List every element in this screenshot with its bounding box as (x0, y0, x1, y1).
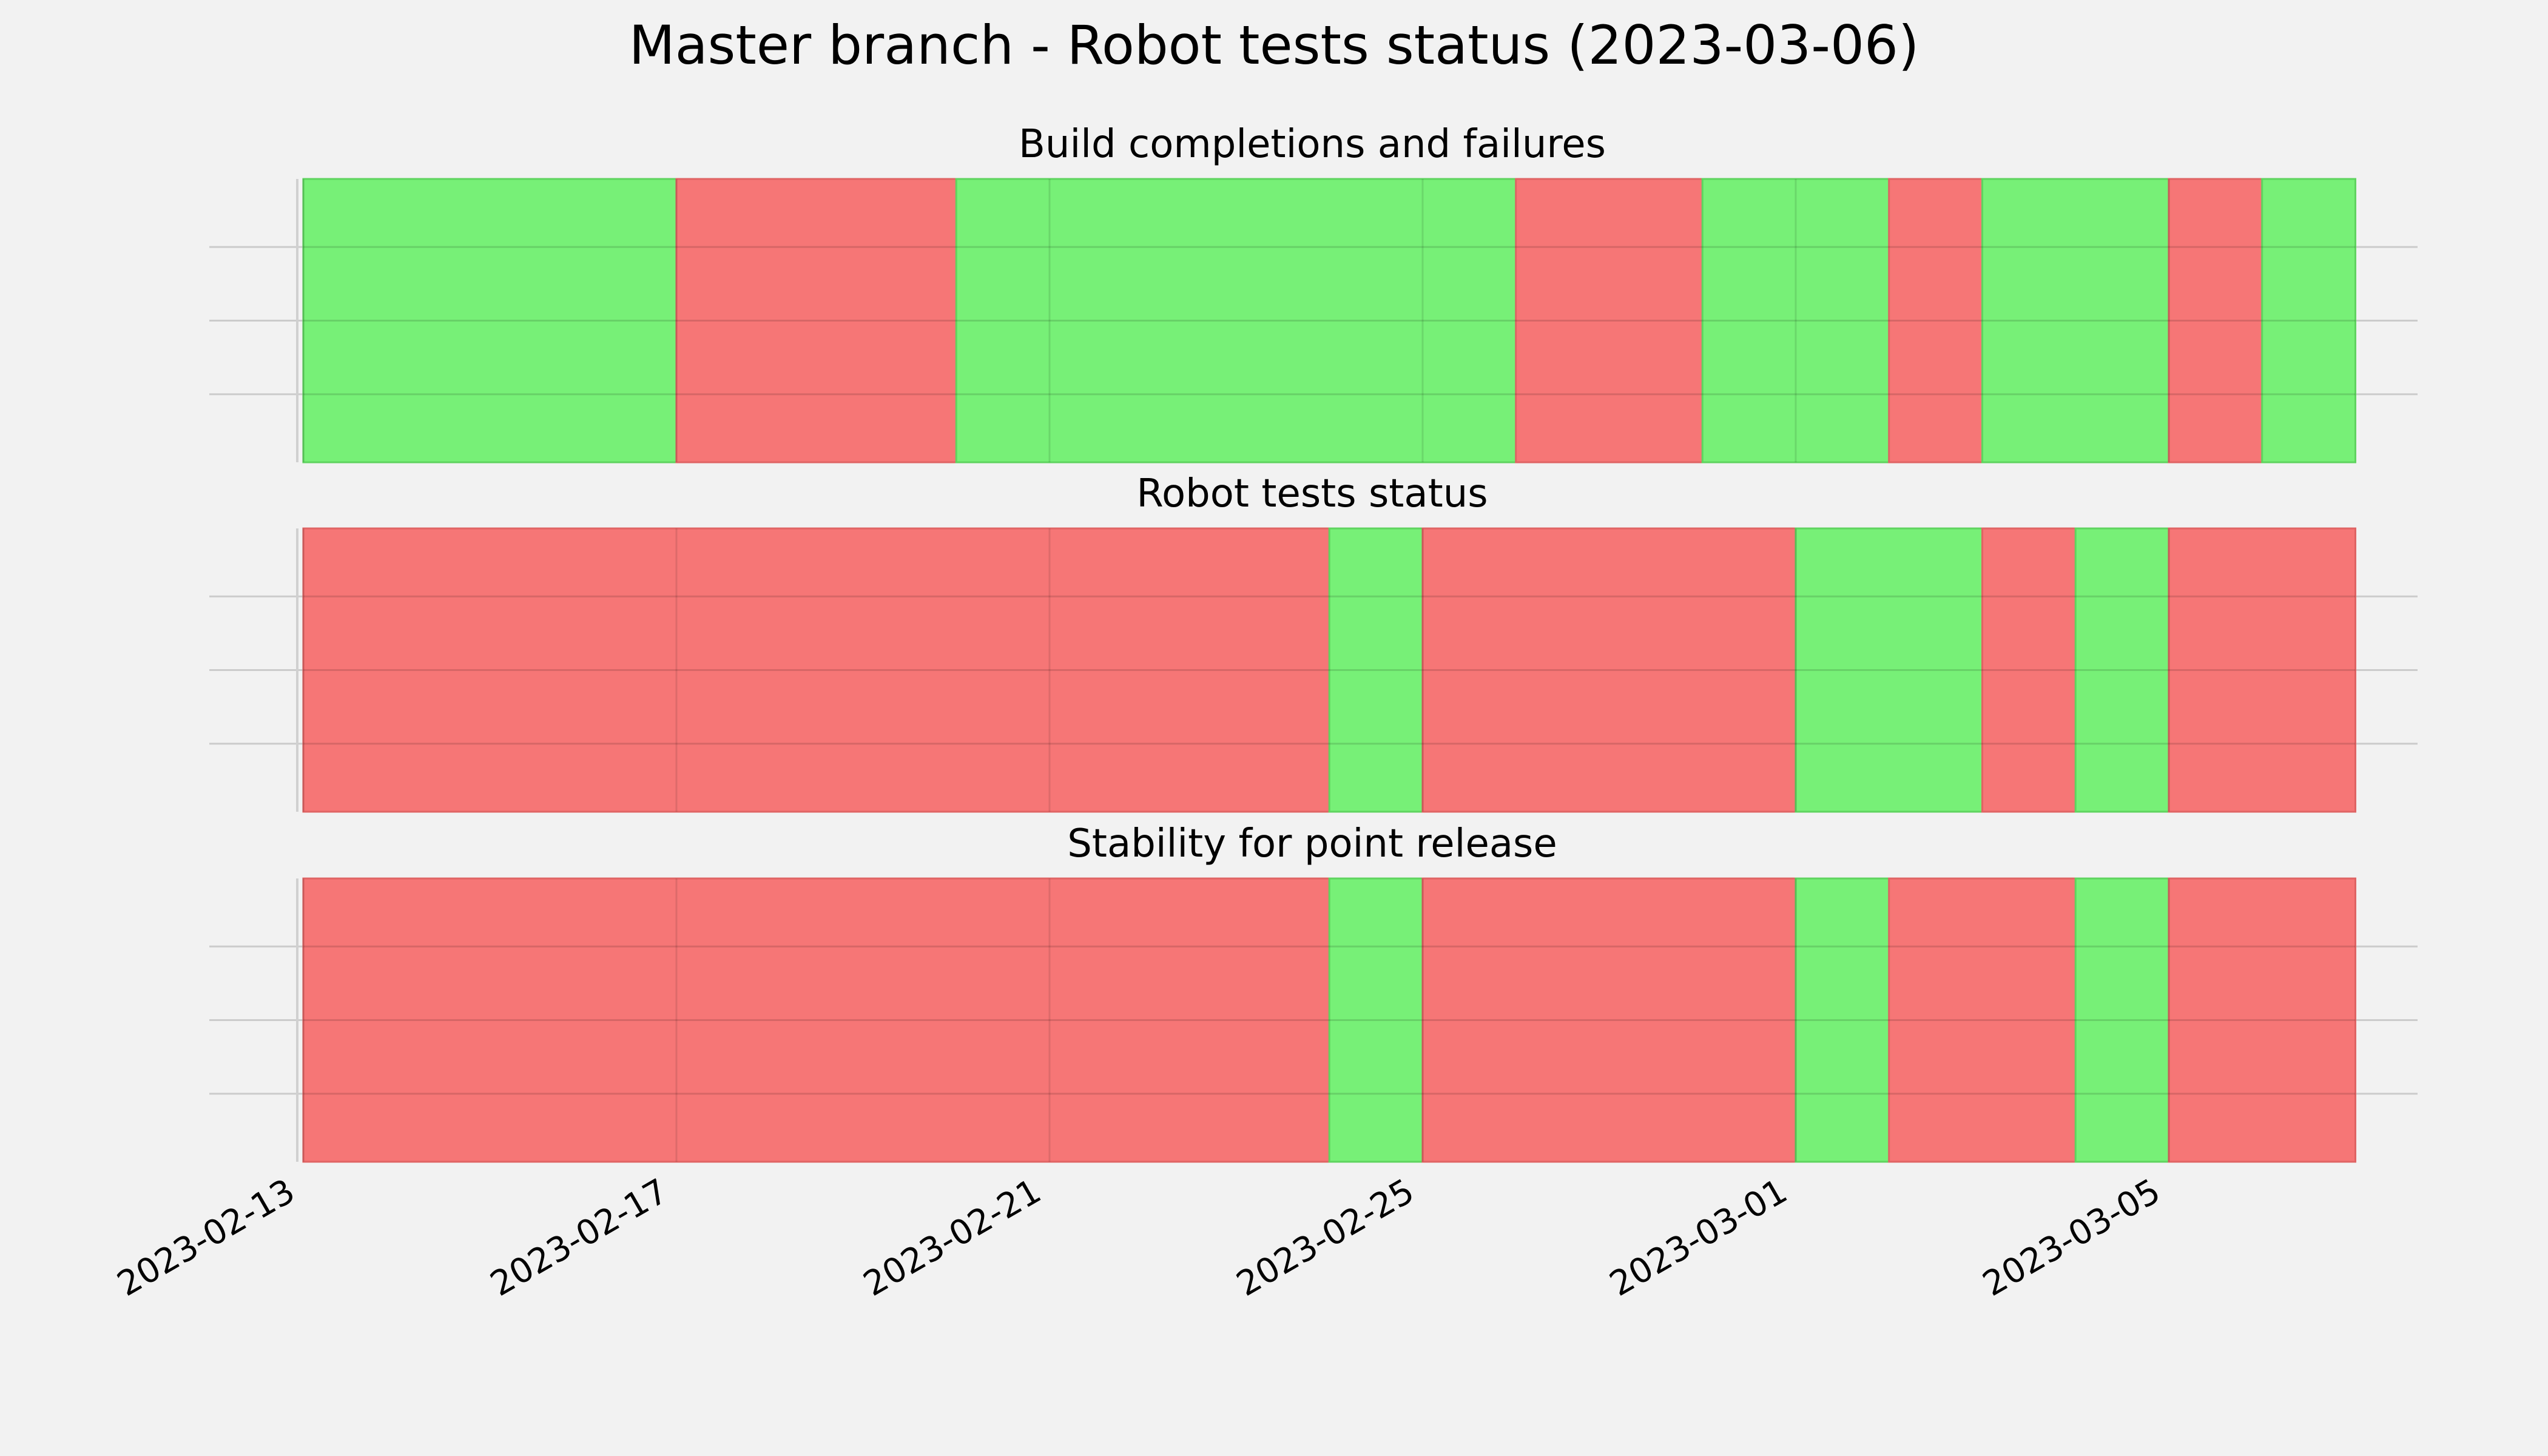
status-segment-fail (2168, 877, 2356, 1163)
chart-panels: Build completions and failures Robot test… (209, 122, 2418, 1163)
panel-3: Stability for point release (209, 821, 2418, 1163)
status-segment-fail (1888, 877, 2077, 1163)
status-segment-fail (302, 877, 1330, 1163)
status-segment-pass (1701, 178, 1890, 463)
status-segment-fail (675, 178, 957, 463)
status-segment-pass (302, 178, 678, 463)
panel-title: Stability for point release (1067, 821, 1557, 866)
status-segment-pass (2074, 877, 2170, 1163)
status-segment-pass (1795, 877, 1890, 1163)
status-segment-pass (2074, 527, 2170, 813)
panel-title: Build completions and failures (1019, 122, 1606, 167)
status-segment-pass (1795, 527, 1983, 813)
status-segment-fail (1421, 527, 1797, 813)
status-segment-fail (2168, 178, 2263, 463)
panel-title: Robot tests status (1136, 471, 1488, 516)
panel-1: Build completions and failures (209, 122, 2418, 463)
status-segment-fail (302, 527, 1330, 813)
status-segment-pass (2261, 178, 2356, 463)
status-segment-pass (1981, 178, 2170, 463)
status-segment-fail (1515, 178, 1704, 463)
status-segment-fail (2168, 527, 2356, 813)
status-segment-fail (1981, 527, 2077, 813)
chart-title: Master branch - Robot tests status (2023… (629, 14, 1919, 76)
panel-2: Robot tests status (209, 471, 2418, 813)
status-segment-pass (955, 178, 1517, 463)
status-segment-fail (1888, 178, 1983, 463)
status-segment-pass (1328, 527, 1424, 813)
